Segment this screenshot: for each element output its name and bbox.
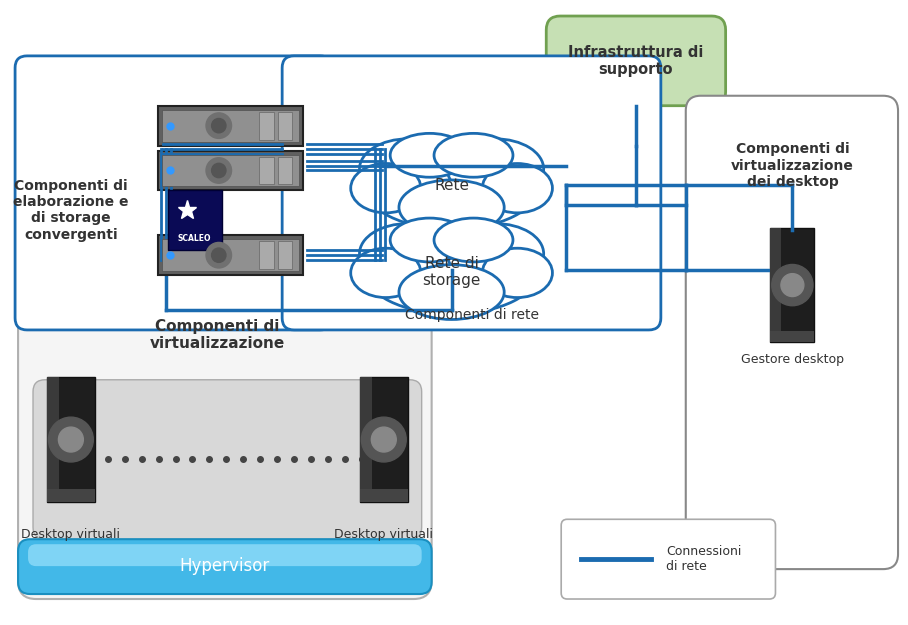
Text: Rete: Rete: [434, 178, 469, 193]
Circle shape: [212, 248, 226, 262]
Circle shape: [361, 417, 406, 462]
Ellipse shape: [350, 248, 421, 298]
Text: Componenti di
virtualizzazione: Componenti di virtualizzazione: [150, 319, 285, 351]
Circle shape: [781, 274, 804, 296]
FancyBboxPatch shape: [260, 156, 273, 184]
Circle shape: [206, 242, 232, 268]
FancyBboxPatch shape: [686, 96, 898, 569]
FancyBboxPatch shape: [282, 56, 661, 330]
Text: Desktop virtuali: Desktop virtuali: [22, 528, 121, 541]
FancyBboxPatch shape: [47, 489, 94, 502]
Ellipse shape: [482, 248, 552, 298]
Ellipse shape: [390, 133, 469, 178]
FancyBboxPatch shape: [18, 305, 431, 599]
Text: Infrastruttura di
supporto: Infrastruttura di supporto: [568, 44, 704, 77]
FancyBboxPatch shape: [260, 112, 273, 139]
Text: Rete di
storage: Rete di storage: [422, 256, 480, 288]
Ellipse shape: [434, 133, 513, 178]
Circle shape: [206, 158, 232, 183]
FancyBboxPatch shape: [771, 228, 814, 342]
FancyBboxPatch shape: [771, 331, 814, 342]
Circle shape: [772, 264, 813, 306]
FancyBboxPatch shape: [15, 56, 332, 330]
Ellipse shape: [364, 142, 539, 229]
Ellipse shape: [482, 164, 552, 213]
FancyBboxPatch shape: [278, 112, 292, 139]
Ellipse shape: [399, 180, 504, 235]
Circle shape: [58, 427, 84, 452]
FancyBboxPatch shape: [28, 544, 421, 566]
FancyBboxPatch shape: [158, 235, 302, 275]
Text: Connessioni
di rete: Connessioni di rete: [666, 545, 741, 573]
FancyBboxPatch shape: [260, 241, 273, 269]
Text: Componenti di rete: Componenti di rete: [404, 308, 538, 322]
FancyBboxPatch shape: [278, 156, 292, 184]
Ellipse shape: [434, 218, 513, 262]
FancyBboxPatch shape: [158, 151, 302, 191]
Circle shape: [48, 417, 94, 462]
Ellipse shape: [360, 139, 456, 199]
Ellipse shape: [390, 218, 469, 262]
Text: Hypervisor: Hypervisor: [179, 557, 270, 575]
FancyBboxPatch shape: [771, 228, 782, 342]
Ellipse shape: [399, 264, 504, 319]
Text: Desktop virtuali: Desktop virtuali: [334, 528, 433, 541]
FancyBboxPatch shape: [162, 154, 299, 186]
FancyBboxPatch shape: [33, 380, 421, 539]
Circle shape: [371, 427, 396, 452]
Ellipse shape: [447, 139, 544, 199]
Circle shape: [212, 119, 226, 133]
Circle shape: [212, 163, 226, 177]
Circle shape: [206, 113, 232, 138]
FancyBboxPatch shape: [360, 489, 408, 502]
FancyBboxPatch shape: [547, 16, 725, 106]
FancyBboxPatch shape: [360, 378, 372, 502]
FancyBboxPatch shape: [162, 110, 299, 142]
FancyBboxPatch shape: [47, 378, 94, 502]
Text: Gestore desktop: Gestore desktop: [741, 353, 844, 366]
Text: Componenti di
elaborazione e
di storage
convergenti: Componenti di elaborazione e di storage …: [13, 179, 129, 242]
Ellipse shape: [447, 224, 544, 284]
FancyBboxPatch shape: [360, 378, 408, 502]
Ellipse shape: [350, 164, 421, 213]
FancyBboxPatch shape: [168, 191, 222, 250]
FancyBboxPatch shape: [162, 239, 299, 271]
Ellipse shape: [360, 224, 456, 284]
Text: Componenti di
virtualizzazione
dei desktop: Componenti di virtualizzazione dei deskt…: [731, 142, 854, 189]
FancyBboxPatch shape: [18, 539, 431, 594]
FancyBboxPatch shape: [561, 519, 775, 599]
FancyBboxPatch shape: [47, 378, 59, 502]
Text: SCALEO: SCALEO: [178, 234, 212, 242]
Ellipse shape: [364, 226, 539, 314]
FancyBboxPatch shape: [278, 241, 292, 269]
FancyBboxPatch shape: [158, 106, 302, 146]
